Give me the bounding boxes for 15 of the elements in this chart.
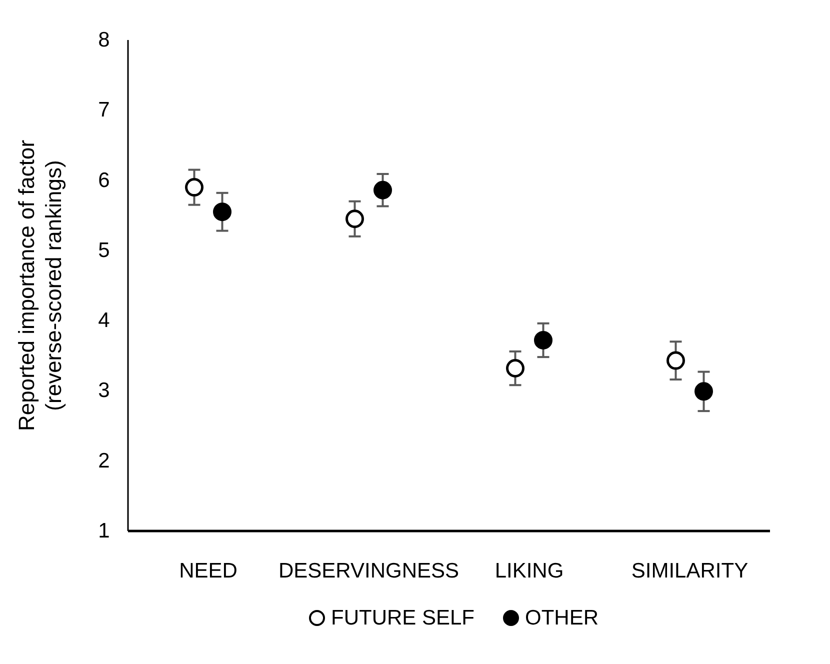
y-tick-label: 1	[98, 520, 110, 542]
y-tick-label: 8	[98, 28, 110, 52]
y-axis-title: Reported importance of factor (reverse-scored rankings)	[14, 140, 66, 432]
legend-label: FUTURE SELF	[331, 606, 475, 630]
x-tick-label: NEED	[179, 560, 238, 582]
y-tick-label: 7	[98, 98, 110, 122]
x-tick-label: SIMILARITY	[631, 560, 748, 582]
y-tick-label: 5	[98, 238, 110, 262]
y-tick-label: 4	[98, 309, 110, 332]
x-tick-label: DESERVINGNESS	[278, 560, 459, 582]
y-tick-label: 3	[98, 379, 110, 402]
x-tick-label: LIKING	[494, 560, 564, 582]
y-tick-label: 2	[98, 449, 110, 472]
y-tick-label: 6	[98, 168, 110, 192]
legend-label: OTHER	[525, 606, 598, 630]
